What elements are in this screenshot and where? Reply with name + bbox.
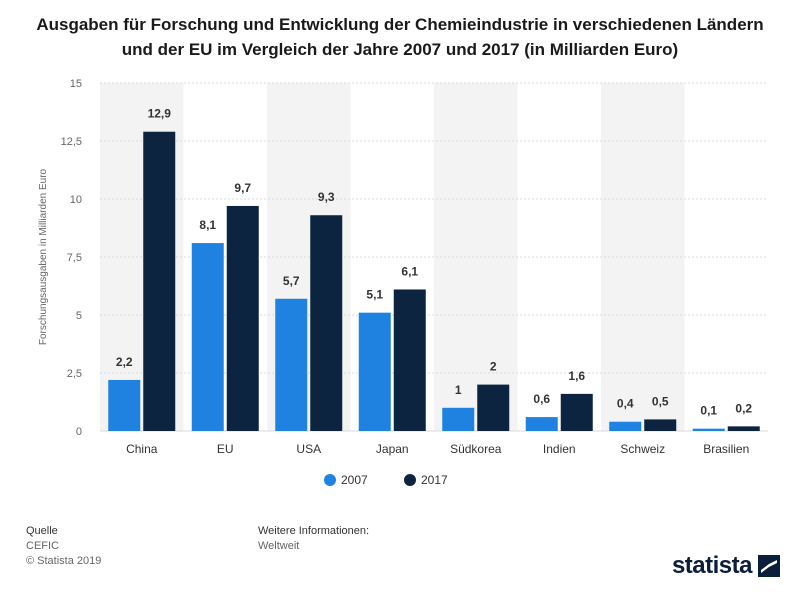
bar-2007-schweiz[interactable]: [609, 421, 642, 431]
data-label: 9,3: [318, 190, 335, 204]
x-tick-label: Südkorea: [450, 442, 502, 456]
data-label: 9,7: [234, 181, 251, 195]
data-label: 0,6: [533, 392, 550, 406]
chart-title: Ausgaben für Forschung und Entwicklung d…: [36, 15, 764, 59]
legend-marker-2017[interactable]: [404, 474, 416, 486]
x-tick-label: Japan: [376, 442, 409, 456]
data-label: 0,1: [700, 404, 717, 418]
bar-2017-brasilien[interactable]: [727, 426, 760, 431]
x-tick-label: China: [126, 442, 158, 456]
x-tick-label: Brasilien: [703, 442, 749, 456]
data-label: 12,9: [148, 107, 172, 121]
info-label: Weitere Informationen:: [258, 525, 370, 537]
source-value[interactable]: CEFIC: [26, 540, 59, 552]
y-tick-label: 12,5: [61, 136, 82, 148]
data-label: 0,5: [652, 394, 669, 408]
data-label: 2: [490, 360, 497, 374]
x-tick-label: Indien: [543, 442, 576, 456]
y-tick-label: 2,5: [67, 368, 82, 380]
data-label: 0,2: [735, 401, 752, 415]
data-label: 2,2: [116, 355, 133, 369]
bar-2017-südkorea[interactable]: [477, 384, 510, 431]
bar-2017-china[interactable]: [143, 131, 176, 431]
bar-2007-eu[interactable]: [191, 243, 224, 431]
category-band: [434, 83, 518, 431]
y-axis-label: Forschungsausgaben in Milliarden Euro: [38, 168, 49, 345]
data-label: 0,4: [617, 397, 634, 411]
data-label: 8,1: [199, 218, 216, 232]
footer-source: Quelle CEFIC © Statista 2019: [26, 524, 101, 569]
y-tick-label: 5: [76, 310, 82, 322]
bar-2017-usa[interactable]: [310, 215, 343, 431]
category-band: [601, 83, 685, 431]
legend-label-2017: 2017: [421, 473, 448, 487]
statista-logo-icon: [758, 555, 780, 577]
data-label: 5,7: [283, 274, 300, 288]
bar-2007-brasilien[interactable]: [692, 428, 725, 431]
y-tick-label: 7,5: [67, 252, 82, 264]
bar-2007-usa[interactable]: [275, 298, 308, 431]
data-label: 1,6: [568, 369, 585, 383]
bar-2017-eu[interactable]: [226, 205, 259, 431]
y-tick-label: 0: [76, 426, 82, 438]
bar-2017-indien[interactable]: [560, 393, 593, 431]
source-label: Quelle: [26, 525, 58, 537]
x-tick-label: EU: [217, 442, 234, 456]
x-tick-label: USA: [296, 442, 321, 456]
bar-2007-südkorea[interactable]: [442, 407, 475, 431]
statista-logo[interactable]: statista: [672, 552, 780, 580]
data-label: 6,1: [401, 264, 418, 278]
copyright: © Statista 2019: [26, 555, 102, 567]
data-label: 1: [455, 383, 462, 397]
y-tick-label: 10: [70, 194, 82, 206]
y-tick-label: 15: [70, 78, 82, 90]
data-label: 5,1: [366, 288, 383, 302]
bar-2017-japan[interactable]: [393, 289, 426, 431]
bar-2007-china[interactable]: [108, 379, 141, 431]
legend-label-2007: 2007: [341, 473, 368, 487]
bar-2017-schweiz[interactable]: [644, 419, 677, 431]
bar-2007-japan[interactable]: [358, 312, 391, 431]
bar-2007-indien[interactable]: [525, 417, 558, 431]
info-value: Weltweit: [258, 540, 300, 552]
x-tick-label: Schweiz: [620, 442, 665, 456]
logo-text: statista: [671, 552, 753, 579]
legend-marker-2007[interactable]: [324, 474, 336, 486]
footer-info: Weitere Informationen: Weltweit: [258, 524, 369, 554]
